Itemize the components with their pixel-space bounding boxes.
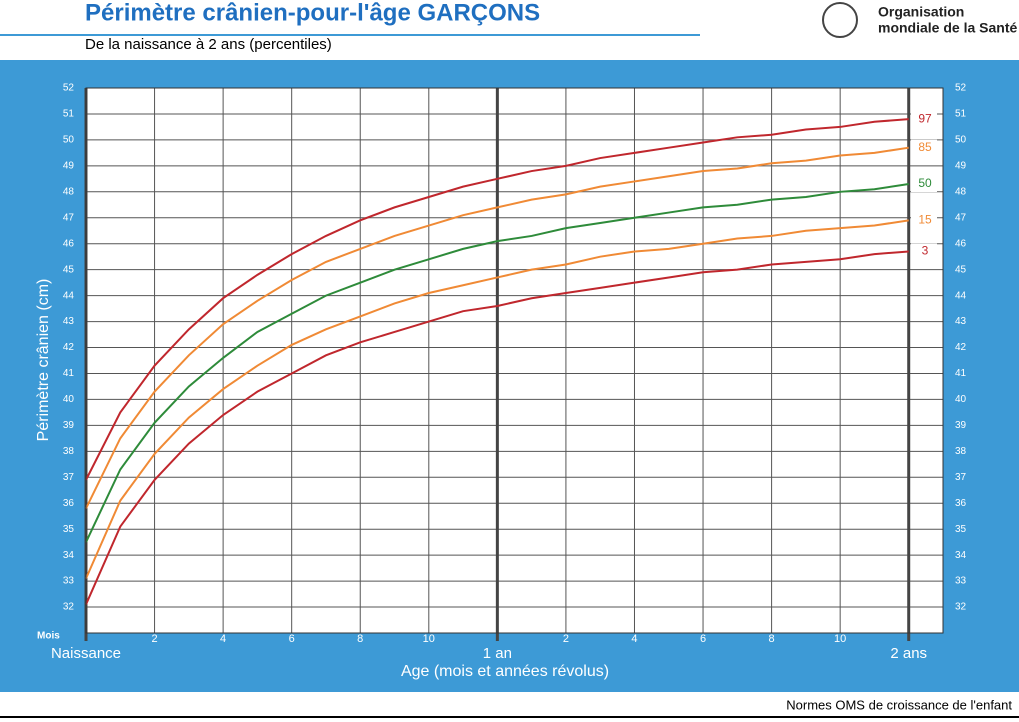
x-tick-label: 8: [769, 633, 775, 645]
y2-tick-label: 37: [955, 472, 967, 483]
x-tick-label: 10: [834, 633, 846, 645]
label-bg: [911, 111, 937, 128]
logo-emblem: [822, 2, 858, 38]
y2-tick-label: 43: [955, 316, 967, 327]
y-tick-label: 39: [63, 420, 75, 431]
label-bg: [911, 212, 937, 229]
label-bg: [911, 243, 937, 260]
label-bg: [911, 176, 937, 193]
y2-tick-label: 38: [955, 446, 967, 457]
year-tick-label: Naissance: [51, 645, 121, 662]
y2-tick-label: 39: [955, 420, 967, 431]
y2-tick-label: 52: [955, 83, 967, 94]
footer: Normes OMS de croissance de l'enfant: [786, 697, 1012, 712]
y2-tick-label: 34: [955, 550, 967, 561]
label-bg: [911, 139, 937, 156]
x-tick-label: 4: [220, 633, 226, 645]
series-label: 50: [918, 176, 932, 190]
percentile-line: [85, 250, 909, 605]
y-tick-label: 43: [63, 316, 75, 327]
y2-tick-label: 40: [955, 394, 967, 405]
series-label: 97: [918, 111, 932, 125]
y-tick-label: 48: [63, 186, 75, 197]
plot-border: [85, 87, 944, 634]
y2-tick-label: 35: [955, 524, 967, 535]
y-tick-label: 50: [63, 135, 75, 146]
x-tick-label: 6: [289, 633, 295, 645]
y-tick-label: 33: [63, 576, 75, 587]
y2-tick-label: 51: [955, 109, 967, 120]
y-tick-label: 40: [63, 394, 75, 405]
y-tick-label: 42: [63, 342, 75, 353]
y-tick-label: 32: [63, 602, 75, 613]
y2-tick-label: 48: [955, 186, 967, 197]
x-tick-label: 4: [631, 633, 637, 645]
year-tick-label: 1 an: [483, 645, 512, 662]
logo-text: Organisation: [878, 4, 964, 20]
y2-tick-label: 50: [955, 135, 967, 146]
y-axis-title: Périmètre crânien (cm): [35, 279, 52, 442]
y2-tick-label: 47: [955, 212, 967, 223]
y2-tick-label: 46: [955, 238, 967, 249]
percentile-line: [85, 183, 909, 543]
y-tick-label: 34: [63, 550, 75, 561]
y-tick-label: 47: [63, 212, 75, 223]
y-tick-label: 45: [63, 264, 75, 275]
y-tick-label: 46: [63, 238, 75, 249]
y-tick-label: 44: [63, 290, 75, 301]
series-label: 15: [918, 213, 932, 227]
plot-area: [86, 88, 943, 633]
y2-tick-label: 41: [955, 368, 967, 379]
y2-tick-label: 33: [955, 576, 967, 587]
percentile-line: [85, 146, 909, 509]
y-tick-label: 36: [63, 498, 75, 509]
x-tick-label: 2: [563, 633, 569, 645]
percentile-line: [85, 219, 909, 579]
y2-tick-label: 32: [955, 602, 967, 613]
y2-tick-label: 44: [955, 290, 967, 301]
y-tick-label: 38: [63, 446, 75, 457]
x-tick-label: 6: [700, 633, 706, 645]
y2-tick-label: 42: [955, 342, 967, 353]
y2-tick-label: 45: [955, 264, 967, 275]
x-tick-label: 8: [357, 633, 363, 645]
x-axis-title: Age (mois et années révolus): [401, 663, 609, 680]
series-label: 85: [918, 140, 932, 154]
x-tick-label: 2: [151, 633, 157, 645]
y-tick-label: 41: [63, 368, 75, 379]
year-tick-label: 2 ans: [890, 645, 927, 662]
y-tick-label: 37: [63, 472, 75, 483]
series-label: 3: [922, 244, 929, 258]
y-tick-label: 49: [63, 160, 75, 171]
chart-subtitle: De la naissance à 2 ans (percentiles): [85, 36, 332, 53]
y-tick-label: 51: [63, 109, 75, 120]
chart-title: Périmètre crânien-pour-l'âge GARÇONS: [85, 0, 540, 26]
x-unit-label: Mois: [37, 631, 60, 642]
y2-tick-label: 36: [955, 498, 967, 509]
x-tick-label: 10: [423, 633, 435, 645]
percentile-line: [85, 118, 909, 481]
y-tick-label: 52: [63, 83, 75, 94]
logo-text: mondiale de la Santé: [878, 20, 1017, 36]
y-tick-label: 35: [63, 524, 75, 535]
y2-tick-label: 49: [955, 160, 967, 171]
